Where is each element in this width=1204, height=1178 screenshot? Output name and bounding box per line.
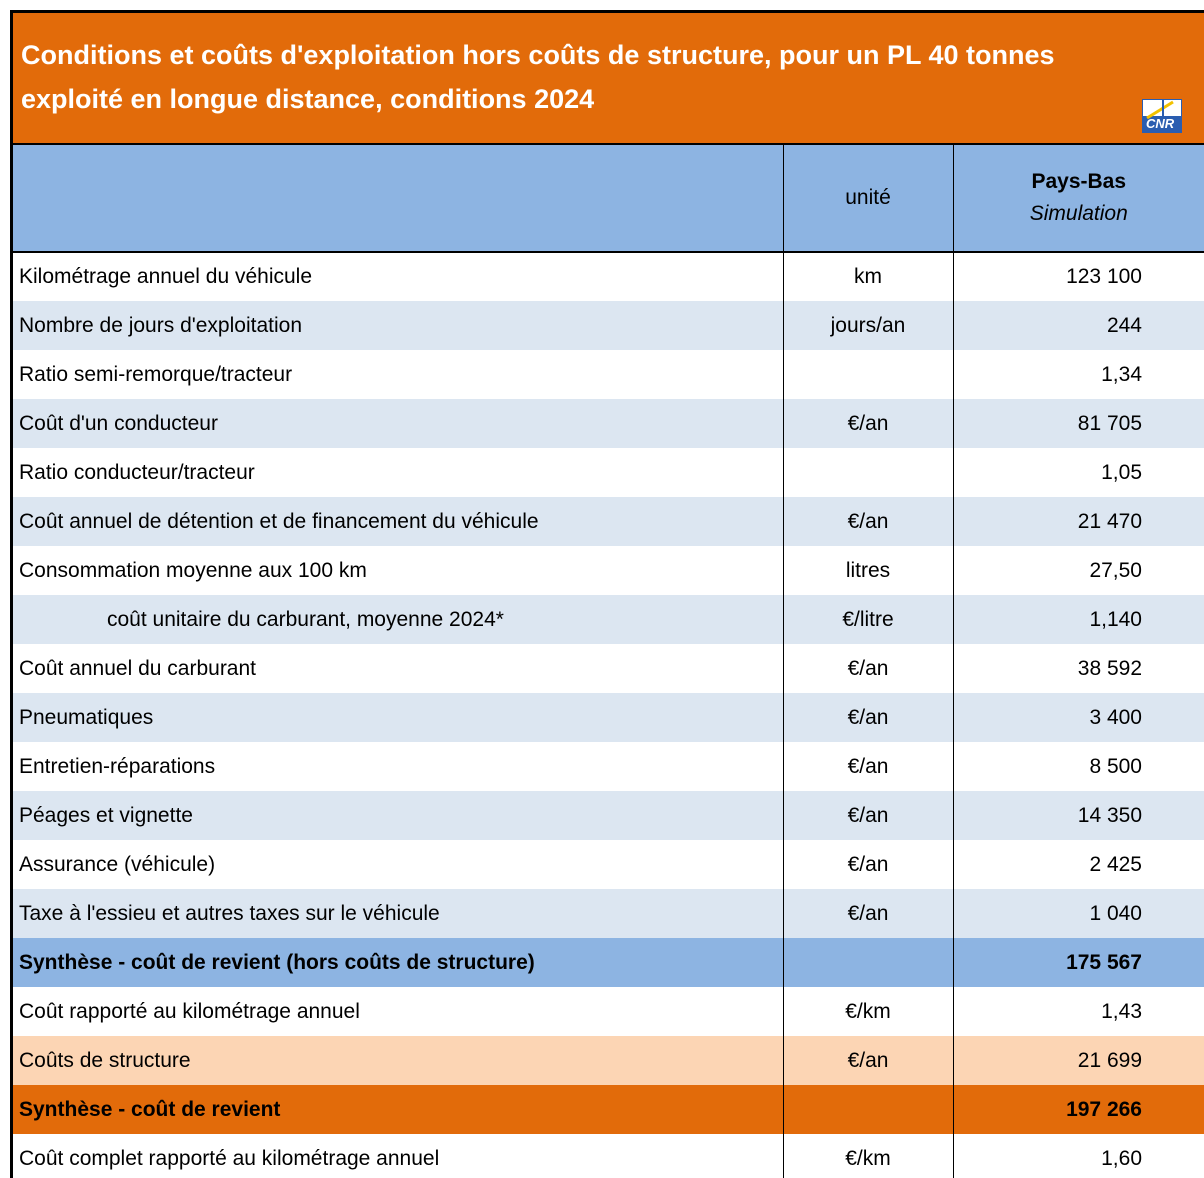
table-row: coût unitaire du carburant, moyenne 2024… — [13, 595, 1204, 644]
title-band: Conditions et coûts d'exploitation hors … — [13, 13, 1204, 145]
row-value: 175 567 — [953, 938, 1204, 987]
row-label: Coût annuel de détention et de financeme… — [13, 497, 784, 546]
table-row: Entretien-réparations €/an 8 500 — [13, 742, 1204, 791]
row-value: 197 266 — [953, 1085, 1204, 1134]
row-value: 244 — [953, 301, 1204, 350]
row-value: 2 425 — [1089, 852, 1142, 876]
table-row: Coût complet rapporté au kilométrage ann… — [13, 1134, 1204, 1178]
row-unit: €/an — [783, 791, 954, 840]
table-row: Coût annuel du carburant €/an 38 592 — [13, 644, 1204, 693]
row-label: Ratio semi-remorque/tracteur — [13, 350, 784, 399]
table-row: Ratio semi-remorque/tracteur 1,34 — [13, 350, 1204, 399]
row-value: 1,60 — [1101, 1146, 1142, 1170]
cost-table: unité Pays-Bas Simulation Kilométrage ann… — [13, 145, 1204, 1178]
sheet: Conditions et coûts d'exploitation hors … — [10, 10, 1204, 1178]
row-unit: jours/an — [783, 301, 954, 350]
row-label: Kilométrage annuel du véhicule — [13, 252, 784, 301]
row-value: 1 040 — [953, 889, 1204, 938]
row-unit: €/an — [783, 742, 954, 791]
row-label: Coûts de structure — [13, 1036, 784, 1085]
table-row: Péages et vignette €/an 14 350 — [13, 791, 1204, 840]
table-row: Synthèse - coût de revient 197 266 — [13, 1085, 1204, 1134]
table-row: Nombre de jours d'exploitation jours/an 24… — [13, 301, 1204, 350]
row-unit: €/an — [783, 1036, 954, 1085]
row-unit — [783, 448, 954, 497]
row-value: 1,05 — [1101, 460, 1142, 484]
row-unit: €/an — [783, 693, 954, 742]
row-value: 38 592 — [1077, 656, 1142, 680]
header-cell: Pays-Bas Simulation — [953, 145, 1204, 253]
row-label: Ratio conducteur/tracteur — [13, 448, 784, 497]
table-row: Coûts de structure €/an 21 699 — [13, 1036, 1204, 1085]
row-unit — [783, 350, 954, 399]
row-label: Coût d'un conducteur — [13, 399, 784, 448]
table-row: Coût rapporté au kilométrage annuel €/km 1… — [13, 987, 1204, 1036]
table-row: Assurance (véhicule) €/an 2 425 — [13, 840, 1204, 889]
row-value: 21 699 — [953, 1036, 1204, 1085]
logo-graphic — [1143, 100, 1181, 132]
table-row: Pneumatiques €/an 3 400 — [13, 693, 1204, 742]
row-unit: €/an — [783, 644, 954, 693]
row-label: coût unitaire du carburant, moyenne 2024… — [13, 595, 784, 644]
row-label: Coût complet rapporté au kilométrage ann… — [13, 1134, 784, 1178]
row-label: Entretien-réparations — [13, 742, 784, 791]
row-label: Coût rapporté au kilométrage annuel — [13, 987, 784, 1036]
row-value: 1,140 — [953, 595, 1204, 644]
scenario: Simulation — [1029, 202, 1128, 225]
row-unit: €/an — [783, 497, 954, 546]
row-unit: €/km — [783, 1134, 954, 1178]
row-unit — [783, 938, 954, 987]
row-value: 14 350 — [953, 791, 1204, 840]
logo: CNR — [1142, 99, 1182, 133]
header-cell — [13, 145, 784, 253]
table-row: Consommation moyenne aux 100 km litres 27,… — [13, 546, 1204, 595]
header-cell: unité — [783, 145, 954, 253]
row-unit: litres — [783, 546, 954, 595]
row-value: 123 100 — [1066, 265, 1142, 288]
row-unit: €/an — [783, 840, 954, 889]
header-row: unité Pays-Bas Simulation — [13, 145, 1204, 253]
row-label: Synthèse - coût de revient — [13, 1085, 784, 1134]
row-value: 27,50 — [1089, 558, 1142, 582]
row-label: Péages et vignette — [13, 791, 784, 840]
row-unit: km — [783, 252, 954, 301]
table-row: Synthèse - coût de revient (hors coûts d… — [13, 938, 1204, 987]
row-unit: €/km — [783, 987, 954, 1036]
title-line: exploité en longue distance, conditions … — [21, 84, 595, 114]
row-label: Assurance (véhicule) — [13, 840, 784, 889]
table-row: Coût annuel de détention et de financeme… — [13, 497, 1204, 546]
row-value: 21 470 — [953, 497, 1204, 546]
row-label: Nombre de jours d'exploitation — [13, 301, 784, 350]
row-value: 1,43 — [1101, 999, 1142, 1023]
row-label: Synthèse - coût de revient (hors coûts d… — [13, 938, 784, 987]
row-unit: €/an — [783, 399, 954, 448]
row-value: 3 400 — [953, 693, 1204, 742]
row-unit: €/litre — [783, 595, 954, 644]
country: Pays-Bas — [1031, 170, 1127, 193]
row-label: Coût annuel du carburant — [13, 644, 784, 693]
table-row: Taxe à l'essieu et autres taxes sur le v… — [13, 889, 1204, 938]
row-label: Pneumatiques — [13, 693, 784, 742]
row-value: 81 705 — [953, 399, 1204, 448]
row-label: Consommation moyenne aux 100 km — [13, 546, 784, 595]
row-value: 8 500 — [1089, 754, 1142, 778]
title-line: Conditions et coûts d'exploitation hors … — [21, 40, 1055, 70]
table-row: Coût d'un conducteur €/an 81 705 — [13, 399, 1204, 448]
table-row: Kilométrage annuel du véhicule km 123 100 — [13, 252, 1204, 301]
row-value: 1,34 — [1101, 362, 1142, 386]
logo-text: CNR — [1146, 116, 1175, 131]
row-label: Taxe à l'essieu et autres taxes sur le v… — [13, 889, 784, 938]
row-unit: €/an — [783, 889, 954, 938]
table-row: Ratio conducteur/tracteur 1,05 — [13, 448, 1204, 497]
row-unit — [783, 1085, 954, 1134]
